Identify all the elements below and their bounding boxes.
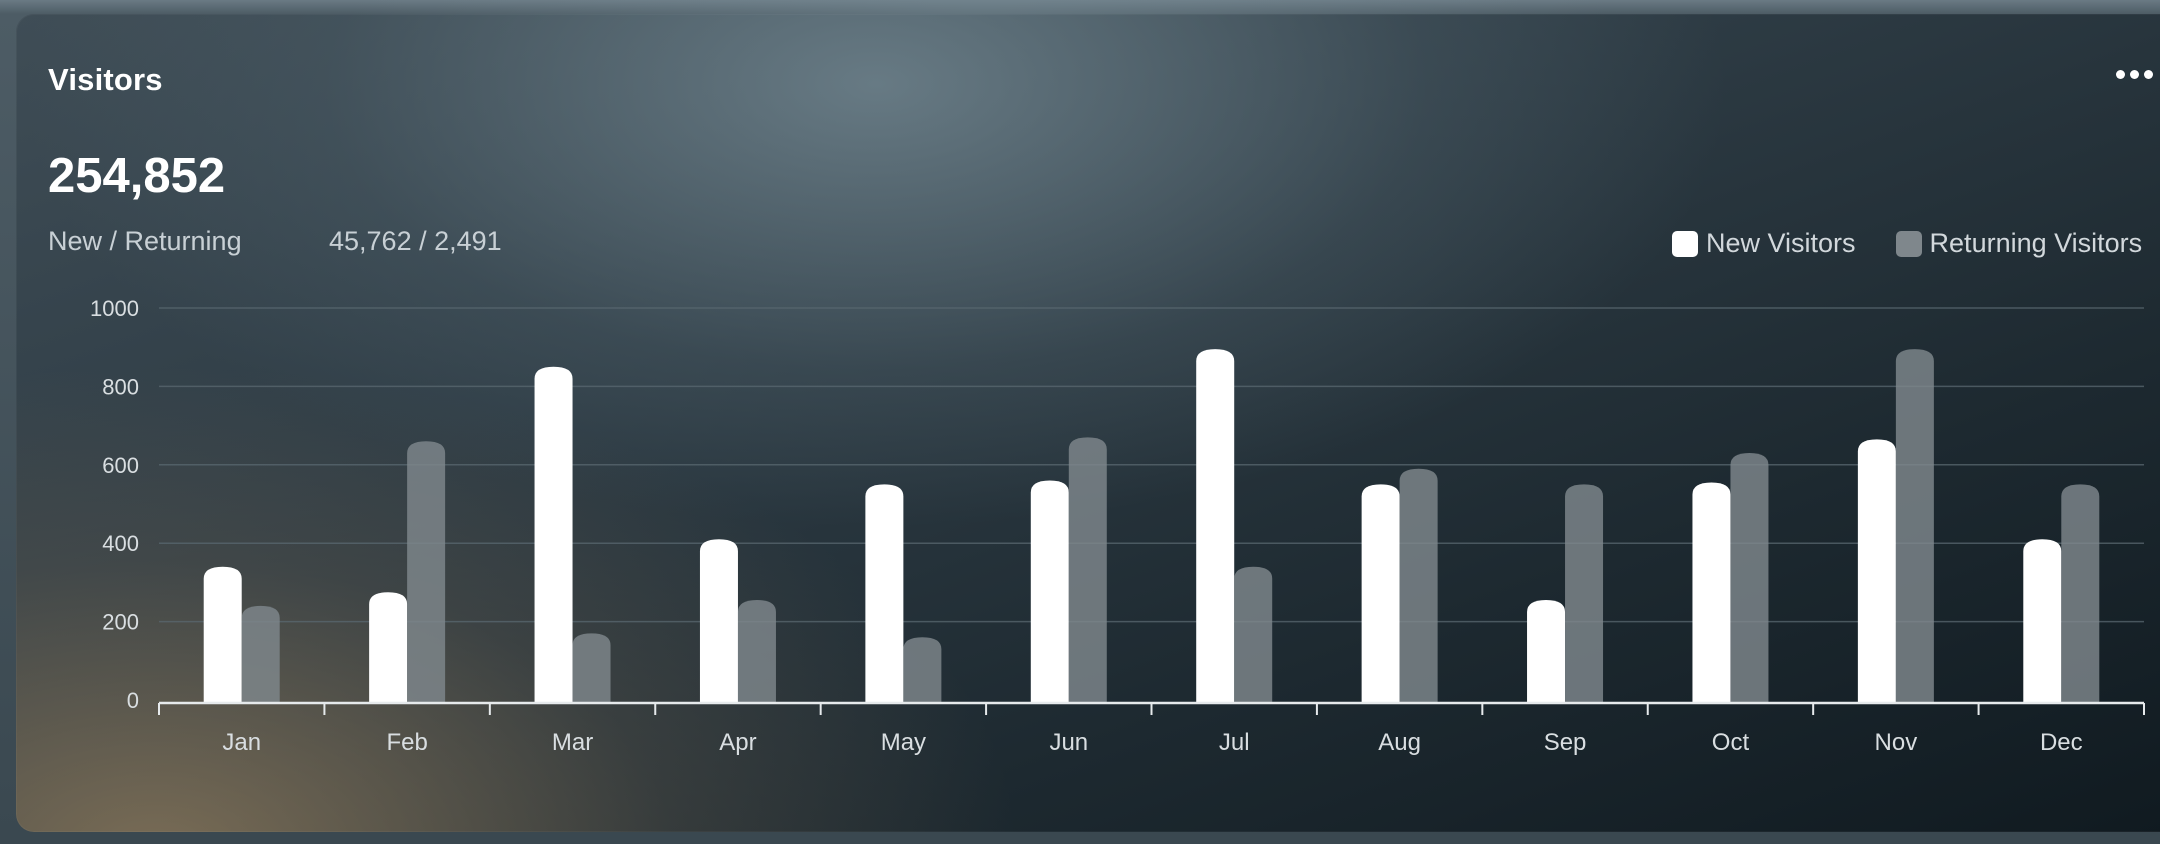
x-tick-label: May [881, 729, 926, 756]
y-tick-label: 1000 [90, 296, 139, 321]
x-tick-label: Aug [1378, 729, 1421, 756]
bar-returning-visitors [407, 441, 446, 702]
chart-legend: New Visitors Returning Visitors [1672, 228, 2142, 259]
x-tick-label: Nov [1875, 729, 1918, 756]
x-tick-label: Jun [1049, 729, 1088, 756]
y-tick-label: 400 [102, 531, 139, 556]
visitors-card: Visitors 254,852 New / Returning 45,762 … [16, 14, 2160, 832]
legend-swatch-returning-visitors [1895, 230, 1922, 257]
bar-returning-visitors [572, 633, 611, 702]
y-tick-label: 800 [102, 374, 139, 399]
card-title: Visitors [48, 62, 163, 97]
x-tick-label: Dec [2040, 729, 2083, 756]
legend-swatch-new-visitors [1672, 230, 1698, 257]
y-tick-label: 200 [102, 610, 139, 635]
legend-item-new-visitors[interactable]: New Visitors [1672, 228, 1856, 259]
visitors-bar-chart: 0 200 400 600 800 1000 Jan Feb Mar Apr May Jun Jul Au… [90, 296, 2145, 756]
more-dots-icon [2144, 70, 2153, 79]
labels-layer: 0 200 400 600 800 1000 Jan Feb Mar Apr May Jun Jul Au… [90, 296, 2083, 756]
axis-layer [158, 701, 2145, 715]
bar-returning-visitors [1399, 468, 1438, 702]
bar-returning-visitors [1068, 437, 1107, 702]
legend-label-new-visitors: New Visitors [1706, 228, 1856, 258]
bar-new-visitors [1196, 349, 1235, 702]
x-tick-label: Feb [386, 729, 427, 756]
bar-new-visitors [699, 539, 738, 702]
legend-label-returning-visitors: Returning Visitors [1929, 228, 2143, 258]
more-dots-icon [2116, 70, 2125, 79]
x-tick-label: Jan [222, 729, 261, 756]
bar-returning-visitors [1234, 566, 1273, 702]
y-tick-label: 600 [102, 453, 139, 478]
bar-returning-visitors [241, 605, 280, 702]
x-tick-label: Jul [1219, 729, 1250, 756]
total-visitors-value: 254,852 [48, 149, 226, 203]
bar-new-visitors [1361, 484, 1400, 702]
grid-layer [159, 307, 2144, 623]
bar-returning-visitors [1730, 453, 1769, 702]
bar-new-visitors [369, 592, 408, 702]
bar-new-visitors [203, 566, 242, 702]
x-tick-label: Apr [719, 729, 756, 756]
bar-returning-visitors [903, 637, 942, 702]
bars-layer [203, 349, 2100, 702]
bar-returning-visitors [737, 600, 776, 702]
bar-returning-visitors [2061, 484, 2100, 702]
bar-new-visitors [2023, 539, 2062, 702]
bar-returning-visitors [1895, 349, 1934, 702]
bar-new-visitors [1857, 439, 1896, 702]
legend-item-returning-visitors[interactable]: Returning Visitors [1895, 228, 2143, 259]
x-tick-label: Mar [552, 729, 593, 756]
bar-new-visitors [1692, 482, 1731, 702]
more-options-button[interactable] [2116, 70, 2153, 79]
bar-new-visitors [1527, 600, 1566, 702]
bar-returning-visitors [1565, 484, 1604, 702]
bar-new-visitors [1030, 480, 1069, 702]
y-tick-label: 0 [127, 688, 139, 713]
more-dots-icon [2130, 70, 2139, 79]
bar-new-visitors [534, 366, 573, 702]
new-returning-value: 45,762 / 2,491 [329, 226, 502, 256]
x-tick-label: Sep [1544, 729, 1587, 756]
x-tick-label: Oct [1712, 729, 1750, 756]
new-returning-label: New / Returning [48, 226, 242, 256]
bar-new-visitors [865, 484, 904, 702]
